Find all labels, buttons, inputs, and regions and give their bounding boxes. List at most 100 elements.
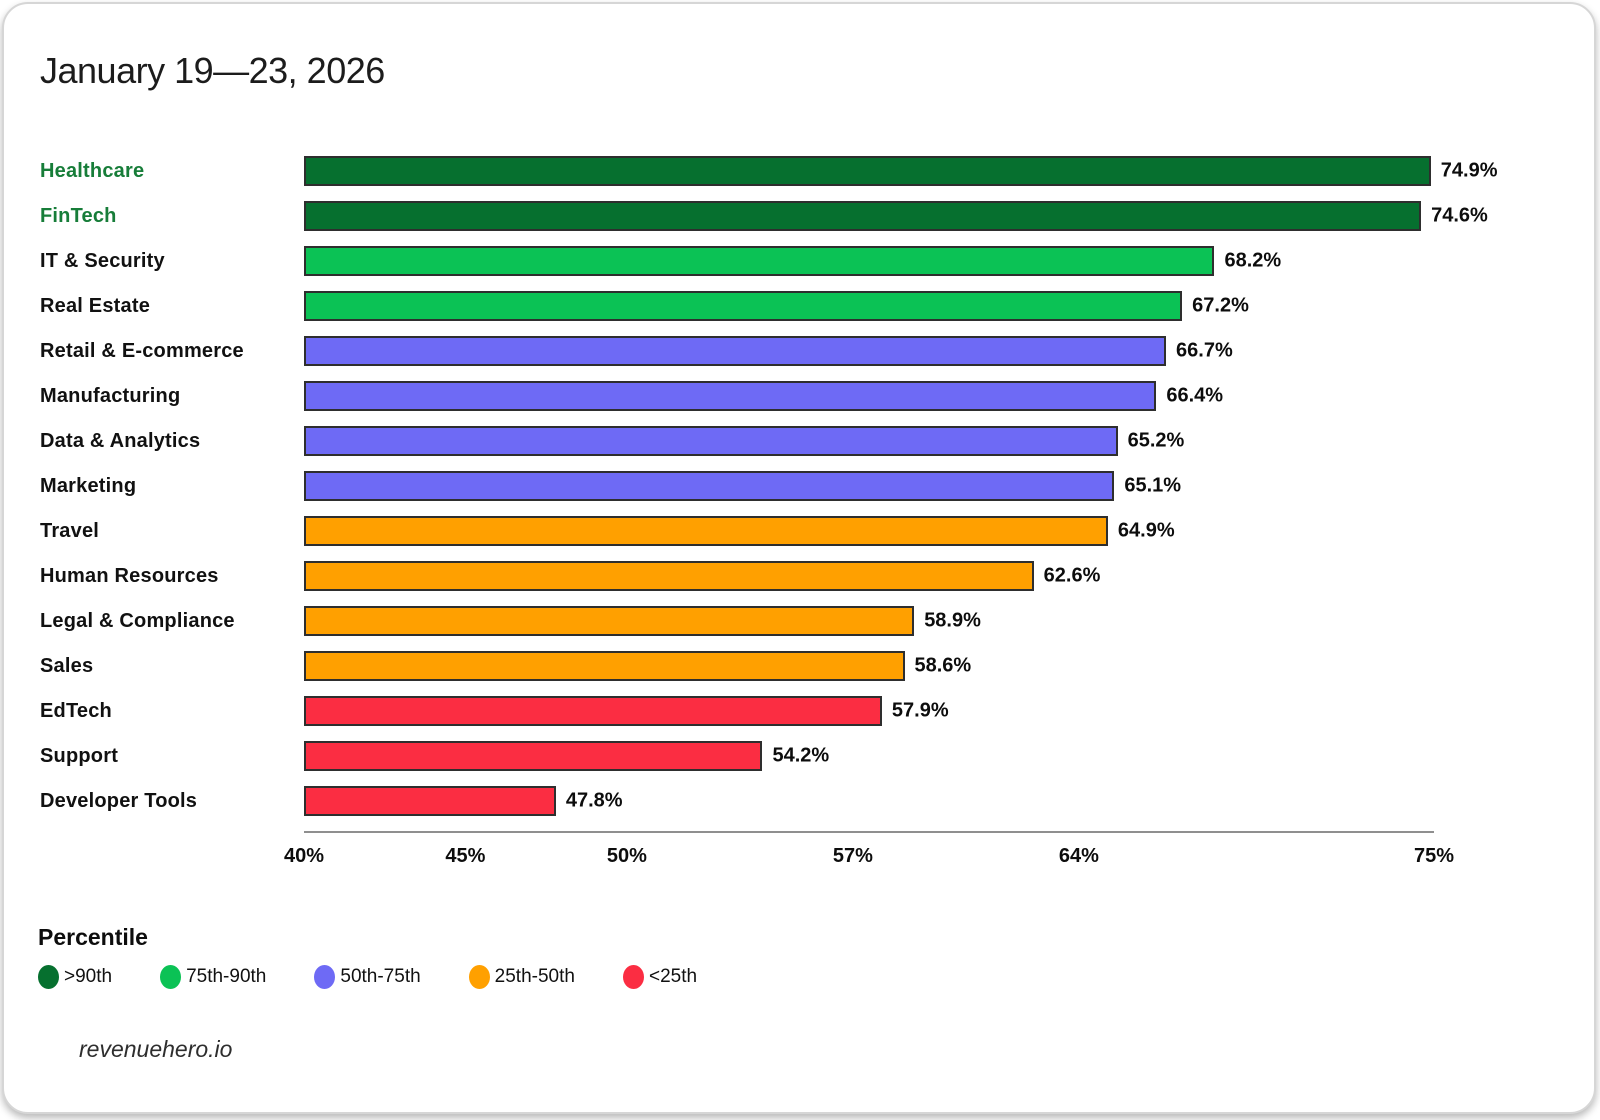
x-axis-tick-label: 50% (606, 845, 647, 867)
category-label: Data & Analytics (40, 429, 201, 452)
chart-row: IT & Security 68.2% (40, 246, 1568, 276)
legend-item: >90th (38, 965, 112, 989)
value-label: 68.2% (1224, 249, 1282, 272)
value-label: 66.7% (1176, 339, 1233, 362)
value-label: 66.4% (1166, 384, 1224, 407)
value-label: 65.1% (1124, 474, 1182, 497)
legend-color-dot (314, 965, 336, 989)
bar-track: 64.9% (304, 516, 1434, 546)
legend-label: >90th (64, 966, 113, 987)
bar (304, 201, 1422, 231)
bar-track: 57.9% (304, 696, 1434, 726)
bar-track: 66.4% (304, 381, 1434, 411)
x-axis-tick-label: 75% (1413, 845, 1455, 867)
category-label: Marketing (40, 474, 137, 497)
legend-items: >90th 75th-90th 50th-75th 25th-50th <25th (38, 965, 697, 989)
bar-track: 68.2% (304, 246, 1434, 276)
bar-track: 58.9% (304, 606, 1434, 636)
legend: Percentile >90th 75th-90th 50th-75th 25th-5… (38, 924, 697, 989)
bar-track: 54.2% (304, 741, 1434, 771)
bar-chart: Healthcare 74.9% FinTech 74.6% IT & Security… (40, 156, 1568, 873)
category-label: Healthcare (40, 159, 145, 182)
bar (304, 381, 1157, 411)
bar-track: 65.2% (304, 426, 1434, 456)
legend-label: 50th-75th (340, 966, 421, 987)
bar (304, 426, 1118, 456)
value-label: 74.9% (1440, 159, 1498, 182)
chart-row: FinTech 74.6% (40, 201, 1568, 231)
value-label: 54.2% (772, 744, 830, 767)
category-label: Developer Tools (40, 789, 198, 812)
chart-row: Developer Tools 47.8% (40, 786, 1568, 816)
legend-label: 75th-90th (186, 966, 267, 987)
legend-label: <25th (648, 966, 698, 987)
legend-title: Percentile (38, 924, 148, 950)
value-label: 58.6% (914, 654, 972, 677)
legend-color-dot (622, 965, 644, 989)
category-label: EdTech (40, 699, 112, 722)
x-axis-line (304, 831, 1434, 833)
chart-row: EdTech 57.9% (40, 696, 1568, 726)
chart-row: Legal & Compliance 58.9% (40, 606, 1568, 636)
legend-item: 50th-75th (314, 965, 421, 989)
bar-track: 47.8% (304, 786, 1434, 816)
bar (304, 291, 1183, 321)
category-label: Retail & E-commerce (40, 339, 244, 362)
chart-row: Real Estate 67.2% (40, 291, 1568, 321)
bar (304, 561, 1034, 591)
chart-row: Sales 58.6% (40, 651, 1568, 681)
bar (304, 606, 915, 636)
value-label: 62.6% (1043, 564, 1101, 587)
category-label: Support (40, 744, 119, 767)
x-axis-tick-label: 40% (283, 845, 325, 867)
bar (304, 336, 1167, 366)
legend-item: 75th-90th (160, 965, 266, 989)
category-label: Sales (40, 654, 94, 677)
bar (304, 156, 1431, 186)
bar (304, 786, 556, 816)
bar-track: 58.6% (304, 651, 1434, 681)
chart-row: Manufacturing 66.4% (40, 381, 1568, 411)
legend-item: <25th (622, 965, 698, 989)
bar (304, 246, 1215, 276)
category-label: IT & Security (40, 249, 165, 272)
brand-footer: revenuehero.io (79, 1036, 233, 1062)
bar-rows: Healthcare 74.9% FinTech 74.6% IT & Security… (40, 156, 1568, 816)
chart-row: Support 54.2% (40, 741, 1568, 771)
legend-color-dot (38, 965, 59, 989)
category-label: FinTech (40, 204, 117, 227)
value-label: 67.2% (1192, 294, 1249, 317)
x-axis-tick-label: 64% (1058, 845, 1099, 867)
x-axis-ticks: 40% 45% 50% 57% 64% 75% (284, 833, 1454, 873)
category-label: Travel (40, 519, 100, 542)
legend-color-dot (160, 965, 182, 989)
bar-track: 74.6% (304, 201, 1488, 231)
chart-row: Travel 64.9% (40, 516, 1568, 546)
bar (304, 651, 905, 681)
category-label: Real Estate (40, 294, 151, 317)
x-axis-tick-label: 45% (445, 845, 486, 867)
chart-row: Retail & E-commerce 66.7% (40, 336, 1568, 366)
bar (304, 471, 1115, 501)
value-label: 65.2% (1127, 429, 1185, 452)
chart-row: Data & Analytics 65.2% (40, 426, 1568, 456)
category-label: Manufacturing (40, 384, 181, 407)
legend-item: 25th-50th (468, 965, 575, 989)
chart-row: Healthcare 74.9% (40, 156, 1568, 186)
bar-track: 66.7% (304, 336, 1434, 366)
chart-row: Human Resources 62.6% (40, 561, 1568, 591)
legend-label: 25th-50th (494, 966, 575, 987)
bar-track: 67.2% (304, 291, 1434, 321)
legend-color-dot (468, 965, 490, 989)
category-label: Human Resources (40, 564, 219, 587)
x-axis-tick-label: 57% (832, 845, 873, 867)
value-label: 58.9% (924, 609, 981, 632)
bar (304, 516, 1108, 546)
value-label: 57.9% (891, 699, 949, 722)
chart-row: Marketing 65.1% (40, 471, 1568, 501)
category-label: Legal & Compliance (40, 609, 235, 632)
bar-track: 62.6% (304, 561, 1434, 591)
value-label: 47.8% (565, 789, 623, 812)
bar-track: 74.9% (304, 156, 1497, 186)
